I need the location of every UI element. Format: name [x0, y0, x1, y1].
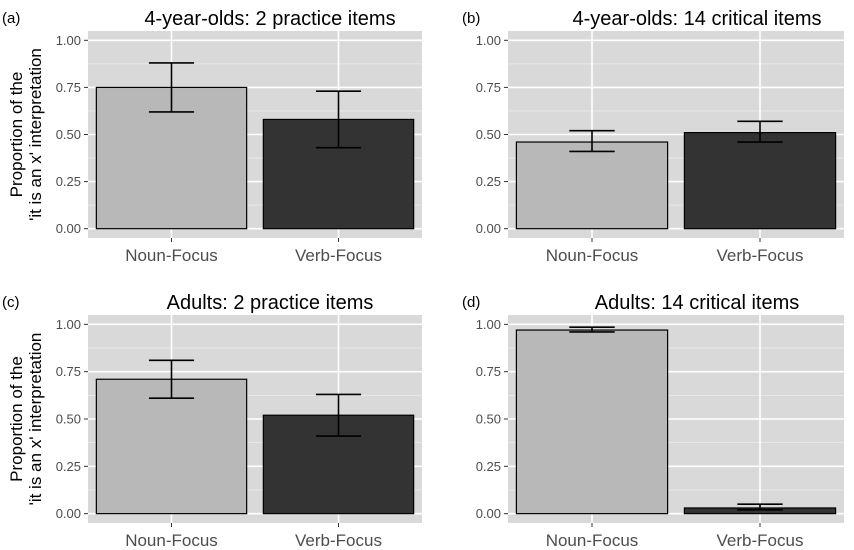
chart-panel: 0.00 0.25 0.50 0.75 1.00 Noun-Focus Verb-Focus… — [462, 292, 844, 550]
y-axis-label: Proportion of the'it is an x' interpreta… — [7, 333, 45, 506]
panel-tag: (a) — [2, 10, 20, 27]
y-tick-label: 0.00 — [476, 221, 501, 236]
bar — [95, 378, 248, 515]
error-bar — [737, 503, 783, 511]
chart-panel: 0.00 0.25 0.50 0.75 1.00 Noun-Focus Verb-Focus… — [462, 8, 844, 265]
y-tick-label: 0.50 — [476, 127, 501, 142]
y-axis-label-line1: Proportion of the — [7, 356, 26, 482]
bar — [683, 132, 837, 230]
x-tick-label: Noun-Focus — [546, 246, 639, 265]
y-tick-label: 0.50 — [56, 127, 81, 142]
y-tick-label: 1.00 — [476, 33, 501, 48]
panel-title: Adults: 14 critical items — [595, 292, 800, 314]
x-tick-label: Noun-Focus — [125, 531, 218, 550]
error-bar — [569, 326, 615, 333]
y-axis-label: Proportion of the'it is an x' interpreta… — [7, 48, 45, 221]
error-bar — [315, 393, 362, 437]
y-axis-label-line1: Proportion of the — [7, 72, 26, 198]
y-tick-label: 0.75 — [476, 80, 501, 95]
panel-title: 4-year-olds: 14 critical items — [573, 8, 822, 30]
y-tick-label: 0.00 — [56, 221, 81, 236]
x-tick-label: Verb-Focus — [717, 531, 804, 550]
panel-tag: (d) — [462, 294, 480, 311]
y-tick-label: 0.25 — [476, 174, 501, 189]
y-tick-label: 0.50 — [476, 412, 501, 427]
y-tick-label: 1.00 — [56, 33, 81, 48]
error-bar — [737, 120, 783, 143]
x-tick-label: Noun-Focus — [546, 531, 639, 550]
y-tick-label: 1.00 — [56, 317, 81, 332]
error-bar — [148, 359, 195, 399]
y-tick-label: 0.75 — [56, 80, 81, 95]
y-tick-label: 0.25 — [476, 459, 501, 474]
error-bar — [148, 62, 195, 113]
panel-title: Adults: 2 practice items — [167, 292, 374, 314]
error-bar — [569, 129, 615, 153]
bar — [515, 329, 669, 515]
panel-title: 4-year-olds: 2 practice items — [144, 8, 395, 30]
error-bar — [315, 90, 362, 149]
y-tick-label: 1.00 — [476, 317, 501, 332]
y-tick-label: 0.50 — [56, 412, 81, 427]
panel-tag: (c) — [2, 294, 20, 311]
y-tick-label: 0.25 — [56, 459, 81, 474]
y-tick-label: 0.00 — [56, 506, 81, 521]
x-tick-label: Verb-Focus — [295, 246, 382, 265]
x-tick-label: Verb-Focus — [295, 531, 382, 550]
chart-panel: 0.00 0.25 0.50 0.75 1.00 Noun-Focus Verb-Focus… — [2, 8, 422, 265]
x-tick-label: Noun-Focus — [125, 246, 218, 265]
y-axis-label-line2: 'it is an x' interpretation — [26, 333, 45, 506]
x-tick-label: Verb-Focus — [717, 246, 804, 265]
y-axis-label-line2: 'it is an x' interpretation — [26, 48, 45, 221]
panel-tag: (b) — [462, 10, 480, 27]
y-tick-label: 0.75 — [476, 364, 501, 379]
y-tick-label: 0.25 — [56, 174, 81, 189]
bar — [515, 141, 669, 230]
y-tick-label: 0.00 — [476, 506, 501, 521]
chart-panel: 0.00 0.25 0.50 0.75 1.00 Noun-Focus Verb-Focus… — [2, 292, 422, 550]
y-tick-label: 0.75 — [56, 364, 81, 379]
